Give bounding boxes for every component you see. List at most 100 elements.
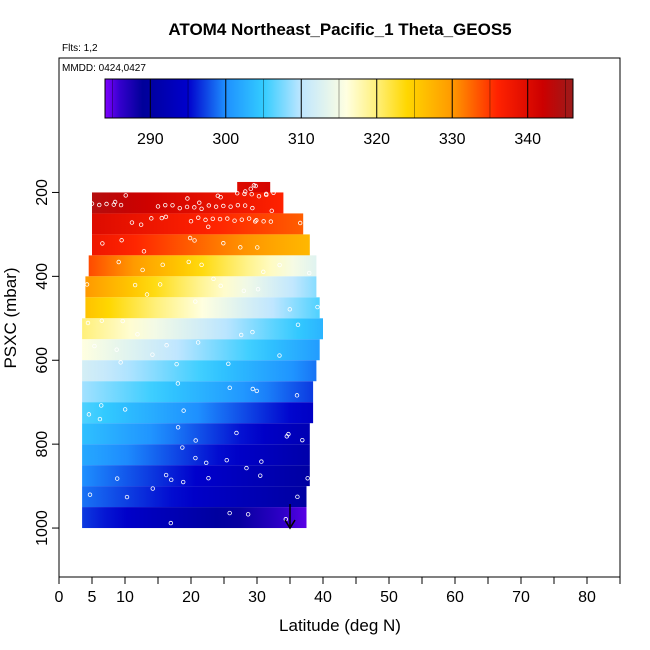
data-point bbox=[122, 407, 128, 412]
data-point bbox=[163, 214, 169, 220]
data-point bbox=[206, 203, 212, 208]
data-point bbox=[132, 282, 138, 288]
data-point bbox=[169, 477, 174, 483]
data-point bbox=[239, 217, 245, 222]
data-point bbox=[234, 190, 240, 196]
data-band bbox=[82, 360, 317, 382]
data-point bbox=[254, 218, 259, 223]
data-point bbox=[204, 460, 209, 466]
x-tick-label: 50 bbox=[380, 589, 398, 606]
plot-frame bbox=[58, 57, 621, 578]
data-point bbox=[210, 216, 215, 221]
data-point bbox=[250, 329, 255, 335]
data-point bbox=[213, 204, 219, 209]
dates-label: MMDD: 0424,0427 bbox=[62, 63, 146, 74]
data-band bbox=[82, 507, 307, 529]
data-point bbox=[85, 320, 91, 326]
data-point bbox=[175, 425, 181, 430]
data-point bbox=[114, 347, 119, 352]
data-point bbox=[140, 267, 145, 273]
data-band bbox=[82, 486, 307, 508]
x-tick-label: 70 bbox=[512, 589, 530, 606]
data-point bbox=[300, 437, 305, 443]
data-points bbox=[84, 183, 320, 530]
data-point bbox=[192, 238, 197, 243]
data-point bbox=[170, 203, 175, 208]
data-point bbox=[261, 219, 266, 224]
data-point bbox=[163, 472, 169, 478]
data-point bbox=[250, 386, 255, 392]
data-point bbox=[253, 219, 258, 224]
data-point bbox=[258, 473, 263, 478]
y-tick-label: 400 bbox=[34, 263, 51, 290]
data-point bbox=[228, 204, 233, 209]
data-point bbox=[306, 270, 312, 276]
data-point bbox=[160, 262, 165, 268]
y-tick-label: 600 bbox=[34, 347, 51, 374]
data-point bbox=[177, 205, 182, 211]
x-tick-label: 10 bbox=[116, 589, 134, 606]
data-point bbox=[135, 332, 140, 337]
data-point bbox=[271, 190, 276, 196]
data-band bbox=[82, 339, 320, 361]
x-tick-label: 30 bbox=[248, 589, 266, 606]
data-point bbox=[174, 361, 179, 367]
axes: 0 5 10 20 30 40 50 60 70 80 200 400 600 800 1000 bbox=[34, 179, 621, 606]
data-point bbox=[199, 206, 204, 212]
colorbar-tick-label: 320 bbox=[363, 131, 390, 148]
data-point bbox=[297, 220, 303, 226]
data-point bbox=[159, 215, 164, 221]
y-tick-label: 200 bbox=[34, 179, 51, 206]
data-point bbox=[180, 445, 185, 450]
data-point bbox=[235, 202, 241, 208]
data-point bbox=[224, 457, 229, 463]
data-point bbox=[188, 218, 194, 224]
data-point bbox=[92, 343, 97, 349]
data-point bbox=[305, 476, 310, 481]
data-point bbox=[138, 222, 144, 227]
data-point bbox=[87, 492, 93, 497]
data-point bbox=[217, 216, 223, 222]
data-point bbox=[193, 438, 198, 443]
data-point bbox=[284, 434, 289, 439]
colorbar-tick-label: 330 bbox=[439, 131, 466, 148]
colorbar-tick-label: 340 bbox=[514, 131, 541, 148]
data-point bbox=[149, 216, 154, 221]
data-point bbox=[164, 343, 169, 348]
data-point bbox=[244, 465, 249, 471]
data-point bbox=[315, 304, 320, 310]
data-point bbox=[186, 259, 191, 265]
data-point bbox=[234, 430, 239, 436]
data-point bbox=[180, 479, 186, 485]
data-point bbox=[123, 193, 128, 198]
colorbar-tick-label: 300 bbox=[212, 131, 239, 148]
data-point bbox=[100, 241, 105, 246]
data-point bbox=[251, 183, 257, 188]
data-point bbox=[157, 282, 163, 287]
data-point bbox=[264, 192, 269, 198]
data-point bbox=[249, 191, 254, 197]
data-point bbox=[259, 459, 264, 464]
y-tick-label: 800 bbox=[34, 431, 51, 458]
data-point bbox=[221, 241, 226, 246]
data-point bbox=[181, 408, 186, 413]
data-point bbox=[84, 282, 90, 287]
data-point bbox=[225, 216, 230, 221]
y-tick-label: 1000 bbox=[34, 510, 51, 546]
chart-title: ATOM4 Northeast_Pacific_1 Theta_GEOS5 bbox=[168, 20, 511, 39]
data-point bbox=[163, 202, 168, 208]
data-band bbox=[82, 444, 310, 466]
data-point bbox=[195, 340, 201, 345]
data-point bbox=[99, 318, 105, 323]
data-point bbox=[111, 202, 116, 207]
data-band bbox=[92, 213, 304, 235]
data-band bbox=[85, 276, 317, 298]
data-band bbox=[82, 465, 310, 487]
data-point bbox=[269, 208, 274, 214]
data-point bbox=[129, 220, 135, 225]
data-point bbox=[277, 262, 282, 268]
data-point bbox=[197, 200, 202, 205]
data-point bbox=[97, 202, 102, 208]
data-band bbox=[92, 234, 310, 256]
